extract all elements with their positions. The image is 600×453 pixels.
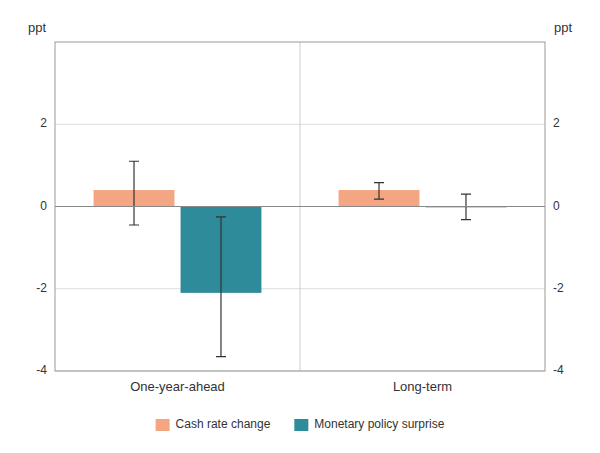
y-tick-label: 0 — [40, 199, 47, 213]
page: {"chart_data": { "type": "bar", "categor… — [0, 0, 600, 453]
y-tick-label: 2 — [40, 116, 47, 130]
y-axis-label: ppt — [28, 20, 46, 35]
y-tick-label: -4 — [36, 363, 47, 377]
x-tick-label: One-year-ahead — [130, 379, 225, 394]
y2-tick-label: 0 — [553, 199, 560, 213]
error-bar — [216, 217, 226, 357]
x-tick-label: Long-term — [393, 379, 452, 394]
y2-tick-label: -4 — [553, 363, 564, 377]
error-bars — [129, 161, 471, 356]
grid-line — [55, 206, 545, 207]
plot-frame — [55, 42, 545, 371]
x-axis: One-year-ahead Long-term — [130, 379, 452, 394]
error-bar — [374, 183, 384, 199]
bars — [94, 190, 507, 293]
legend-label: Cash rate change — [176, 417, 271, 431]
y-tick-label: -2 — [36, 281, 47, 295]
y2-tick-label: -2 — [553, 281, 564, 295]
legend-label: Monetary policy surprise — [314, 417, 444, 431]
legend-swatch — [156, 419, 170, 431]
y-axis-left: -4 -2 0 2 — [36, 116, 47, 377]
legend-swatch — [294, 419, 308, 431]
legend: Cash rate change Monetary policy surprise — [156, 417, 445, 431]
y2-tick-label: 2 — [553, 116, 560, 130]
y-axis-right: -4 -2 0 2 — [553, 116, 564, 377]
error-bar — [129, 161, 139, 225]
y2-axis-label: ppt — [554, 20, 572, 35]
zero-line — [55, 206, 545, 207]
chart: -4 -2 0 2 -4 -2 0 2 ppt ppt One-year-ahead Long-ter… — [0, 0, 600, 453]
